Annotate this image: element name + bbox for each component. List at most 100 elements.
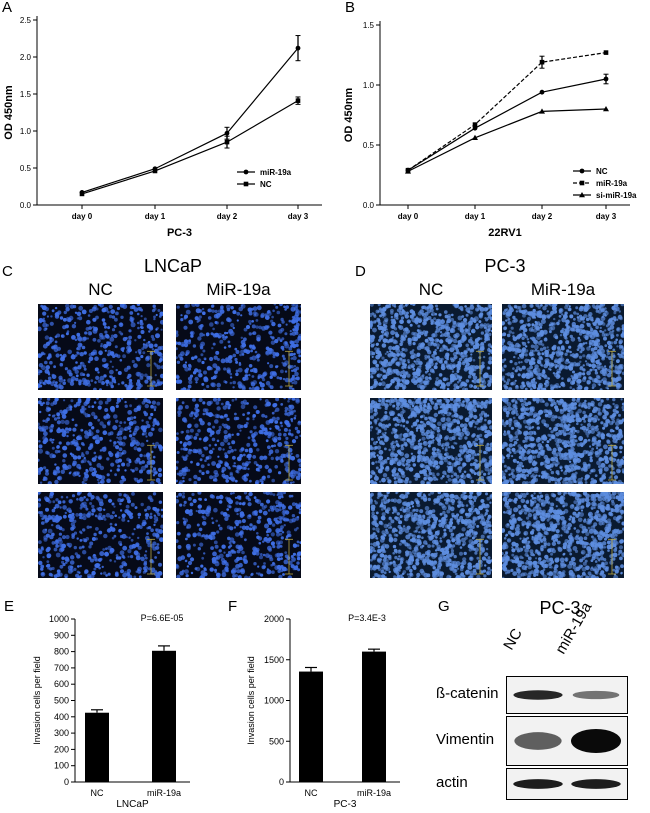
nucleus: [124, 383, 128, 387]
nucleus: [518, 367, 523, 372]
nucleus: [423, 404, 427, 408]
nucleus: [227, 406, 231, 410]
nucleus: [465, 357, 470, 362]
nucleus: [57, 537, 62, 542]
nucleus: [488, 332, 492, 337]
nucleus: [216, 495, 220, 500]
nucleus: [476, 401, 481, 406]
nucleus: [149, 498, 154, 503]
nucleus: [527, 323, 531, 327]
nucleus: [246, 417, 250, 421]
nucleus: [39, 381, 42, 385]
nucleus: [131, 532, 135, 536]
nucleus: [182, 447, 187, 451]
nucleus: [388, 305, 391, 308]
nucleus: [285, 305, 289, 309]
nucleus: [489, 475, 492, 480]
nucleus: [195, 566, 201, 572]
nucleus: [100, 380, 105, 386]
nucleus: [384, 363, 388, 368]
nucleus: [221, 469, 225, 473]
nucleus: [403, 371, 408, 376]
nucleus: [510, 326, 514, 330]
nucleus: [209, 494, 214, 499]
nucleus: [244, 538, 247, 542]
nucleus: [474, 365, 479, 370]
nucleus: [269, 557, 274, 562]
nucleus: [591, 363, 597, 369]
nucleus: [121, 514, 126, 519]
nucleus: [433, 351, 437, 356]
nucleus: [285, 535, 289, 538]
nucleus: [453, 387, 457, 390]
nucleus: [549, 368, 552, 371]
nucleus: [391, 336, 395, 339]
nucleus: [404, 366, 407, 369]
nucleus: [455, 398, 460, 403]
nucleus: [600, 308, 605, 313]
nucleus: [449, 412, 452, 415]
nucleus: [76, 554, 81, 559]
nucleus: [433, 317, 437, 321]
nucleus: [210, 413, 213, 417]
nucleus: [44, 335, 50, 340]
nucleus: [145, 435, 148, 438]
nucleus: [442, 470, 447, 475]
nucleus: [187, 534, 190, 537]
nucleus: [48, 340, 52, 344]
nucleus: [614, 306, 620, 312]
nucleus: [122, 545, 128, 551]
nucleus: [141, 419, 144, 422]
nucleus: [555, 351, 558, 354]
nucleus: [479, 346, 485, 351]
nucleus: [107, 326, 111, 330]
nucleus: [225, 400, 230, 406]
nucleus: [429, 407, 433, 411]
nucleus: [380, 334, 384, 338]
nucleus: [432, 370, 435, 374]
nucleus: [158, 500, 163, 504]
nucleus: [292, 355, 297, 361]
y-tick-label: 1.0: [20, 127, 32, 136]
nucleus: [577, 336, 581, 340]
nucleus: [57, 310, 62, 315]
nucleus: [176, 466, 179, 470]
nucleus: [284, 462, 289, 468]
nucleus: [198, 373, 203, 378]
nucleus: [234, 532, 240, 537]
nucleus: [80, 531, 83, 535]
nucleus: [384, 331, 389, 336]
nucleus: [533, 328, 538, 333]
nucleus: [178, 353, 183, 359]
nucleus: [58, 383, 62, 386]
nucleus: [255, 551, 260, 556]
nucleus: [582, 320, 586, 324]
nucleus: [225, 479, 229, 483]
nucleus: [421, 374, 425, 377]
nucleus: [415, 376, 418, 379]
nucleus: [400, 304, 404, 307]
nucleus: [243, 424, 248, 428]
nucleus: [397, 450, 400, 453]
nucleus: [156, 401, 161, 406]
nucleus: [472, 375, 478, 380]
nucleus: [480, 364, 485, 369]
nucleus: [468, 407, 472, 411]
nucleus: [507, 317, 511, 321]
nucleus: [408, 467, 414, 472]
nucleus: [531, 349, 535, 353]
nucleus: [420, 480, 425, 484]
nucleus: [54, 398, 59, 402]
nucleus: [86, 373, 90, 377]
nucleus: [137, 334, 142, 339]
nucleus: [608, 356, 613, 361]
nucleus: [136, 304, 141, 306]
nucleus: [214, 370, 218, 375]
nucleus: [293, 306, 298, 311]
nucleus: [288, 505, 293, 510]
nucleus: [119, 421, 123, 425]
nucleus: [435, 466, 439, 470]
nucleus: [428, 471, 432, 476]
nucleus: [116, 468, 120, 472]
nucleus: [229, 331, 235, 337]
